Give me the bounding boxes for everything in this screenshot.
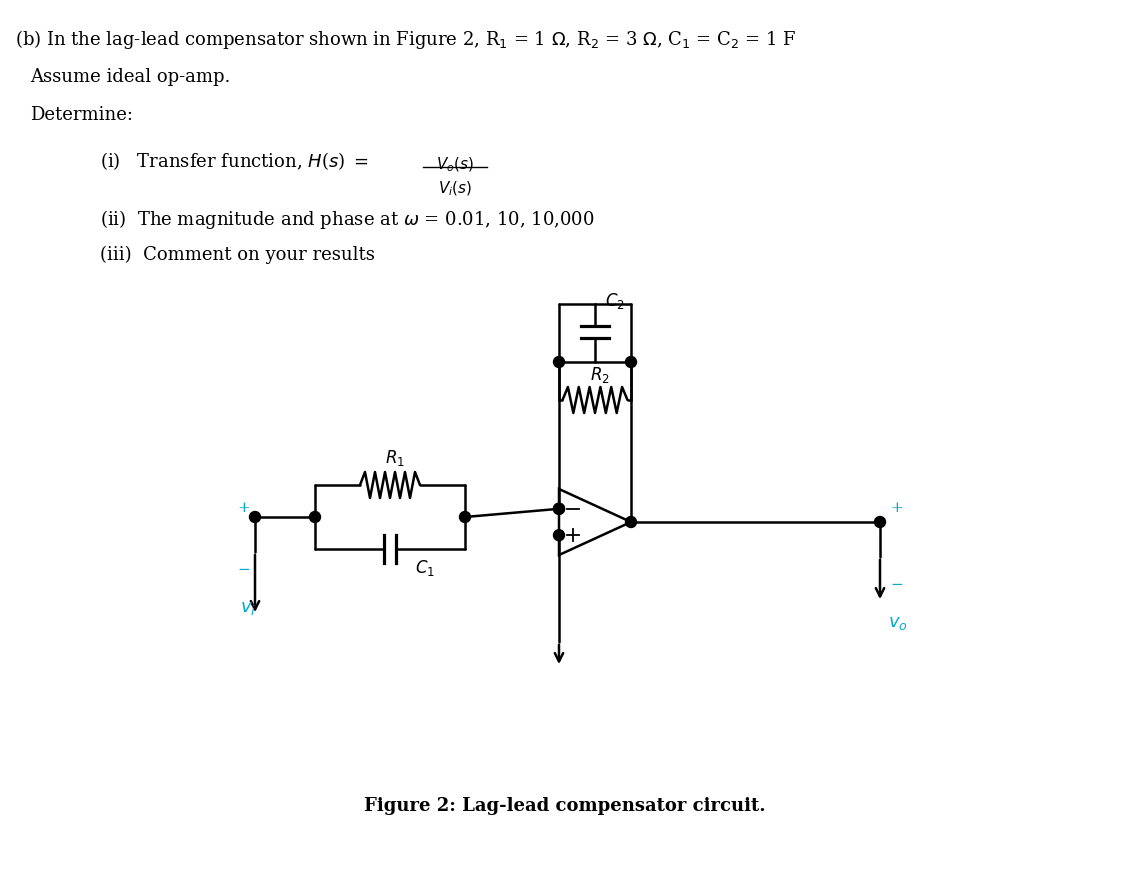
Circle shape	[553, 530, 564, 541]
Text: +: +	[238, 501, 250, 515]
Text: $R_2$: $R_2$	[590, 365, 610, 384]
Circle shape	[625, 357, 637, 368]
Text: Assume ideal op-amp.: Assume ideal op-amp.	[31, 68, 231, 86]
Text: $V_o(s)$: $V_o(s)$	[437, 156, 474, 175]
Text: (ii)  The magnitude and phase at $\omega$ = 0.01, 10, 10,000: (ii) The magnitude and phase at $\omega$…	[100, 208, 594, 231]
Text: (iii)  Comment on your results: (iii) Comment on your results	[100, 246, 374, 264]
Text: Figure 2: Lag-lead compensator circuit.: Figure 2: Lag-lead compensator circuit.	[364, 796, 766, 814]
Text: $v_i$: $v_i$	[240, 598, 256, 617]
Text: Determine:: Determine:	[31, 106, 133, 124]
Circle shape	[459, 512, 470, 523]
Text: $R_1$: $R_1$	[385, 447, 405, 467]
Text: $-$: $-$	[890, 575, 904, 589]
Text: +: +	[890, 501, 903, 515]
Text: $C_1$: $C_1$	[415, 558, 435, 577]
Text: (i)   Transfer function, $H$($s$) $=$: (i) Transfer function, $H$($s$) $=$	[100, 150, 369, 172]
Circle shape	[874, 517, 886, 528]
Text: $-$: $-$	[238, 560, 250, 574]
Circle shape	[553, 357, 564, 368]
Text: $C_2$: $C_2$	[605, 290, 624, 310]
Circle shape	[553, 503, 564, 515]
Text: $V_i(s)$: $V_i(s)$	[438, 180, 472, 198]
Circle shape	[310, 512, 320, 523]
Circle shape	[250, 512, 260, 523]
Circle shape	[553, 503, 564, 515]
Text: $v_o$: $v_o$	[888, 613, 908, 631]
Circle shape	[625, 517, 637, 528]
Text: (b) In the lag-lead compensator shown in Figure 2, R$_1$ = 1 $\Omega$, R$_2$ = 3: (b) In the lag-lead compensator shown in…	[15, 28, 796, 51]
